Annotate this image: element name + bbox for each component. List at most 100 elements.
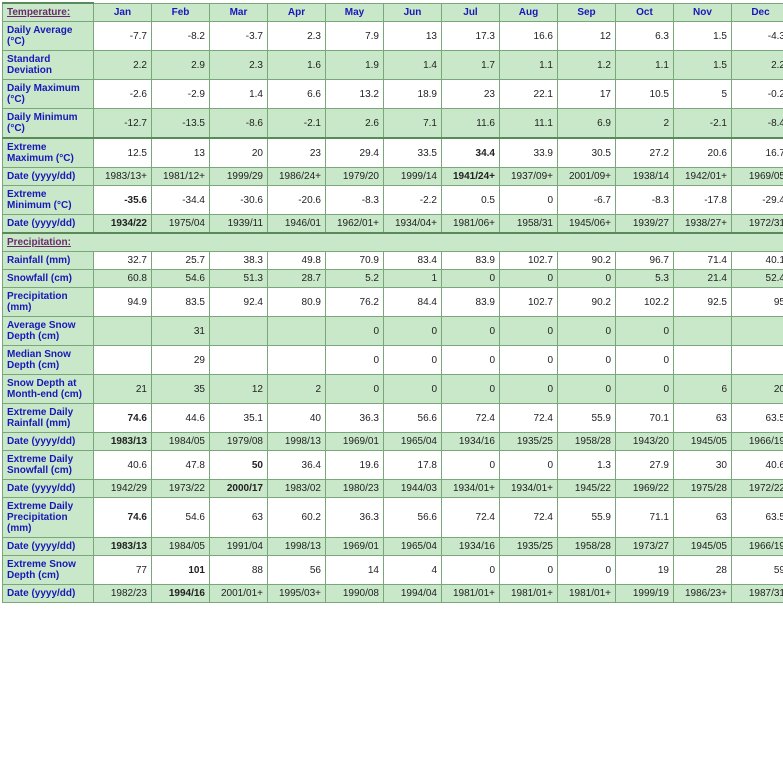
cell: 102.7: [500, 252, 558, 270]
cell: 1983/13: [94, 433, 152, 451]
cell: -8.2: [152, 22, 210, 51]
cell: -7.7: [94, 22, 152, 51]
cell: 72.4: [442, 404, 500, 433]
cell: 84.4: [384, 288, 442, 317]
cell: 54.6: [152, 498, 210, 538]
cell: 92.5: [674, 288, 732, 317]
cell: 1939/11: [210, 215, 268, 234]
cell: 1965/04: [384, 433, 442, 451]
cell: -8.4: [732, 109, 783, 139]
cell: 27.9: [616, 451, 674, 480]
cell: 36.3: [326, 498, 384, 538]
cell: 1942/01+: [674, 168, 732, 186]
cell: 1983/02: [268, 480, 326, 498]
cell: 16.7: [732, 138, 783, 168]
cell: 80.9: [268, 288, 326, 317]
cell: 12.5: [94, 138, 152, 168]
cell: -29.4: [732, 186, 783, 215]
cell: 1937/09+: [500, 168, 558, 186]
cell: -2.9: [152, 80, 210, 109]
cell: 1999/14: [384, 168, 442, 186]
cell: -8.6: [210, 109, 268, 139]
cell: 25.7: [152, 252, 210, 270]
cell: 5.3: [616, 270, 674, 288]
cell: 35.1: [210, 404, 268, 433]
cell: 40.1: [732, 252, 783, 270]
cell: 28: [674, 556, 732, 585]
table-row: Median Snow Depth (cm)29000000D: [3, 346, 783, 375]
cell: 92.4: [210, 288, 268, 317]
cell: 51.3: [210, 270, 268, 288]
cell: 76.2: [326, 288, 384, 317]
col-mar: Mar: [210, 3, 268, 22]
col-aug: Aug: [500, 3, 558, 22]
cell: 1962/01+: [326, 215, 384, 234]
cell: 90.2: [558, 288, 616, 317]
cell: 90.2: [558, 252, 616, 270]
cell: 16.6: [500, 22, 558, 51]
table-row: Daily Average (°C)-7.7-8.2-3.72.37.91317…: [3, 22, 783, 51]
cell: 1999/29: [210, 168, 268, 186]
cell: 1943/20: [616, 433, 674, 451]
cell: 1969/22: [616, 480, 674, 498]
cell: 11.6: [442, 109, 500, 139]
cell: -30.6: [210, 186, 268, 215]
cell: 0: [500, 186, 558, 215]
row-label: Extreme Daily Precipitation (mm): [3, 498, 94, 538]
cell: 1.9: [326, 51, 384, 80]
cell: 63: [674, 404, 732, 433]
cell: 0: [384, 346, 442, 375]
cell: 23: [442, 80, 500, 109]
cell: 77: [94, 556, 152, 585]
cell: 2001/01+: [210, 585, 268, 603]
cell: 1975/04: [152, 215, 210, 234]
cell: 63.5: [732, 498, 783, 538]
table-row: Extreme Daily Snowfall (cm)40.647.85036.…: [3, 451, 783, 480]
cell: 1946/01: [268, 215, 326, 234]
cell: 7.1: [384, 109, 442, 139]
table-row: Extreme Maximum (°C)12.513202329.433.534…: [3, 138, 783, 168]
row-label: Date (yyyy/dd): [3, 480, 94, 498]
cell: [268, 317, 326, 346]
col-sep: Sep: [558, 3, 616, 22]
cell: 2.2: [732, 51, 783, 80]
cell: 1935/25: [500, 538, 558, 556]
cell: 83.4: [384, 252, 442, 270]
row-label: Extreme Daily Rainfall (mm): [3, 404, 94, 433]
cell: 38.3: [210, 252, 268, 270]
col-feb: Feb: [152, 3, 210, 22]
cell: 2.2: [94, 51, 152, 80]
cell: 40.6: [94, 451, 152, 480]
col-apr: Apr: [268, 3, 326, 22]
row-label: Daily Minimum (°C): [3, 109, 94, 139]
cell: 0: [558, 375, 616, 404]
cell: 1999/19: [616, 585, 674, 603]
cell: 19.6: [326, 451, 384, 480]
cell: 0: [558, 556, 616, 585]
cell: 22.1: [500, 80, 558, 109]
cell: 70.1: [616, 404, 674, 433]
cell: 1998/13: [268, 433, 326, 451]
cell: -4.3: [732, 22, 783, 51]
col-jul: Jul: [442, 3, 500, 22]
table-row: Rainfall (mm)32.725.738.349.870.983.483.…: [3, 252, 783, 270]
cell: 1998/13: [268, 538, 326, 556]
cell: 1965/04: [384, 538, 442, 556]
cell: [732, 346, 783, 375]
cell: 1958/28: [558, 433, 616, 451]
cell: 71.4: [674, 252, 732, 270]
cell: 21.4: [674, 270, 732, 288]
row-label: Precipitation (mm): [3, 288, 94, 317]
cell: 83.5: [152, 288, 210, 317]
cell: 96.7: [616, 252, 674, 270]
cell: 1986/24+: [268, 168, 326, 186]
cell: 13: [152, 138, 210, 168]
cell: 0: [500, 270, 558, 288]
table-row: Date (yyyy/dd)1983/131984/051991/041998/…: [3, 538, 783, 556]
cell: 2.3: [268, 22, 326, 51]
row-label: Snow Depth at Month-end (cm): [3, 375, 94, 404]
table-row: Standard Deviation2.22.92.31.61.91.41.71…: [3, 51, 783, 80]
table-row: Average Snow Depth (cm)31000000D: [3, 317, 783, 346]
cell: 1984/05: [152, 433, 210, 451]
cell: 1958/31: [500, 215, 558, 234]
